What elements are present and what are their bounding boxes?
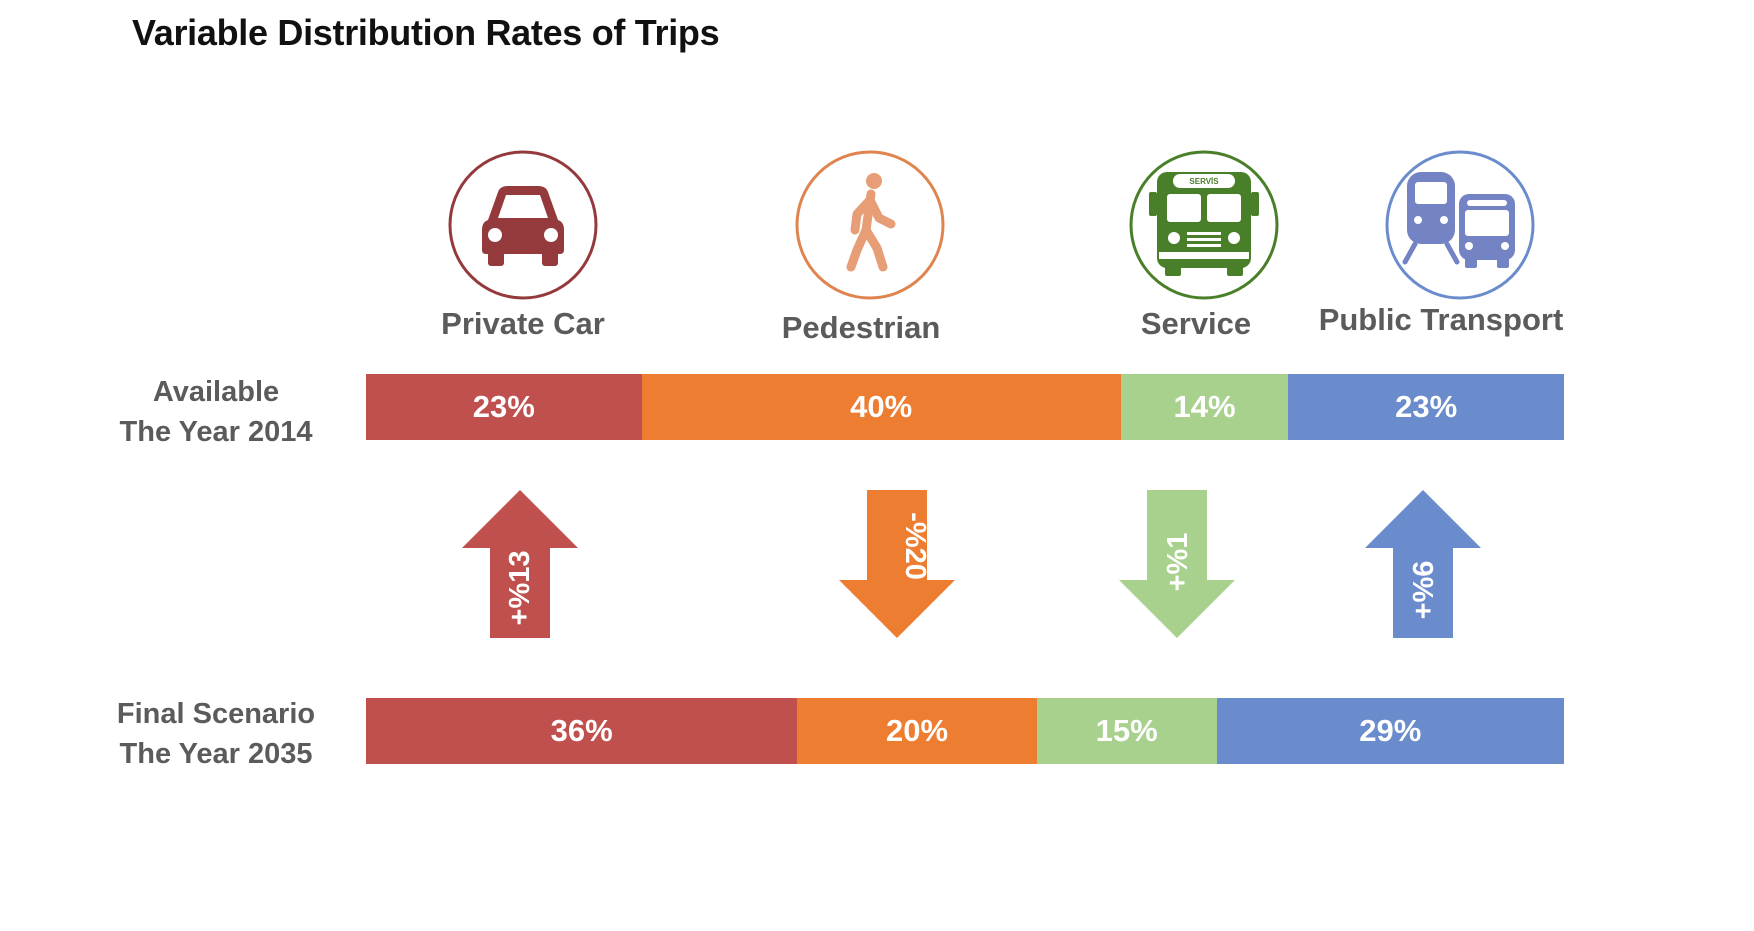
change-label-private-car: +%13 bbox=[504, 551, 536, 626]
bar-segment-service-2014: 14% bbox=[1120, 374, 1289, 440]
change-label-public-transport: +%6 bbox=[1408, 561, 1440, 620]
stacked-bar-2035: 36% 20% 15% 29% bbox=[366, 698, 1564, 764]
chart-title: Variable Distribution Rates of Trips bbox=[132, 12, 720, 53]
change-arrow-public-transport: +%6 bbox=[1363, 490, 1483, 638]
data-label-private-car-2035: 36% bbox=[550, 713, 613, 748]
service-bus-sign: SERVİS bbox=[1189, 177, 1219, 186]
category-label-private-car: Private Car bbox=[441, 306, 605, 341]
data-label-pedestrian-2014: 40% bbox=[850, 389, 913, 424]
change-arrow-private-car: +%13 bbox=[460, 490, 580, 638]
row-label-2014-line2: The Year 2014 bbox=[119, 416, 313, 448]
data-label-service-2035: 15% bbox=[1095, 713, 1158, 748]
change-arrow-pedestrian: -%20 bbox=[837, 490, 957, 638]
bar-segment-private-car-2035: 36% bbox=[366, 698, 798, 764]
car-icon bbox=[448, 150, 598, 300]
category-label-pedestrian: Pedestrian bbox=[781, 310, 941, 345]
train-bus-icon bbox=[1385, 150, 1535, 300]
bar-segment-pedestrian-2035: 20% bbox=[797, 698, 1037, 764]
row-label-2014: Available The Year 2014 bbox=[66, 372, 366, 452]
data-label-service-2014: 14% bbox=[1173, 389, 1236, 424]
category-label-public-transport: Public Transport bbox=[1318, 302, 1564, 337]
row-label-2035-line1: Final Scenario bbox=[116, 698, 316, 730]
pedestrian-icon bbox=[795, 150, 945, 300]
bar-segment-pedestrian-2014: 40% bbox=[641, 374, 1121, 440]
category-label-service: Service bbox=[1140, 306, 1252, 341]
stacked-bar-2014: 23% 40% 14% 23% bbox=[366, 374, 1564, 440]
data-label-private-car-2014: 23% bbox=[472, 389, 535, 424]
row-label-2035-line2: The Year 2035 bbox=[119, 738, 313, 770]
change-label-pedestrian: -%20 bbox=[899, 512, 931, 580]
change-label-service: +%1 bbox=[1162, 533, 1194, 592]
bar-segment-public-transport-2014: 23% bbox=[1288, 374, 1564, 440]
row-label-2014-line1: Available bbox=[152, 376, 280, 408]
data-label-public-transport-2014: 23% bbox=[1395, 389, 1458, 424]
bar-segment-service-2035: 15% bbox=[1036, 698, 1217, 764]
bar-segment-public-transport-2035: 29% bbox=[1216, 698, 1564, 764]
bar-segment-private-car-2014: 23% bbox=[366, 374, 642, 440]
data-label-pedestrian-2035: 20% bbox=[886, 713, 949, 748]
row-label-2035: Final Scenario The Year 2035 bbox=[66, 694, 366, 774]
change-arrow-service: +%1 bbox=[1117, 490, 1237, 638]
data-label-public-transport-2035: 29% bbox=[1359, 713, 1422, 748]
service-bus-icon: SERVİS bbox=[1129, 150, 1279, 300]
